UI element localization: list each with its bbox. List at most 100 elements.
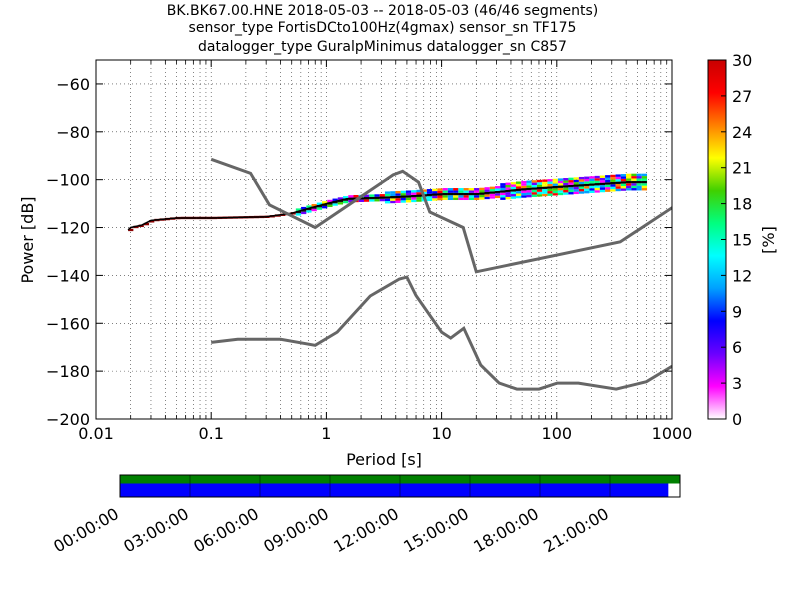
psd-cell	[578, 181, 585, 185]
psd-cell	[557, 190, 564, 193]
psd-cell	[358, 199, 364, 202]
psd-cell	[500, 187, 506, 191]
psd-cell	[369, 194, 375, 197]
colorbar-ticks: 0 3 6 9 12 15 18 21 24 27 30	[721, 51, 752, 429]
psd-cell	[641, 173, 648, 177]
psd-cell	[584, 181, 590, 184]
psd-cell	[426, 191, 433, 194]
psd-cell	[636, 176, 642, 179]
psd-cell	[468, 197, 475, 201]
psd-cell	[594, 190, 600, 193]
psd-cell	[584, 190, 590, 194]
psd-cell	[468, 195, 475, 198]
psd-cell	[599, 187, 606, 190]
psd-cell	[521, 195, 527, 198]
psd-cell	[542, 191, 548, 194]
psd-cell	[143, 222, 150, 226]
psd-cell	[584, 176, 590, 179]
psd-cell	[463, 197, 469, 201]
psd-cell	[515, 181, 522, 184]
psd-cell	[547, 181, 553, 184]
psd-cell	[531, 194, 537, 197]
psd-cell	[343, 196, 349, 199]
psd-cell	[484, 194, 490, 197]
psd-cell	[599, 175, 606, 178]
psd-cell	[411, 192, 417, 195]
psd-cell	[573, 191, 579, 195]
psd-cell	[563, 180, 569, 183]
psd-cell	[531, 184, 537, 188]
psd-cell	[578, 179, 585, 182]
psd-cell	[557, 183, 564, 186]
psd-cell	[442, 188, 448, 191]
x-tick-label: 1000	[652, 424, 693, 443]
psd-cell	[526, 185, 532, 188]
psd-cell	[584, 178, 590, 182]
psd-heatmap	[127, 173, 648, 232]
psd-cell	[515, 191, 522, 194]
psd-cell	[515, 193, 522, 196]
psd-cell	[615, 188, 621, 192]
psd-cell	[495, 193, 501, 196]
psd-cell	[369, 199, 375, 202]
psd-cell	[447, 190, 454, 193]
psd-cell	[301, 211, 307, 215]
psd-cell	[547, 183, 553, 187]
psd-cell	[437, 197, 443, 201]
psd-cell	[510, 191, 516, 195]
psd-cell	[479, 187, 485, 191]
psd-cell	[390, 198, 396, 201]
psd-cell	[605, 177, 611, 180]
y-axis-label: Power [dB]	[18, 196, 37, 283]
psd-cell	[521, 192, 527, 196]
psd-cell	[589, 188, 595, 191]
psd-cell	[547, 191, 553, 194]
psd-cell	[327, 199, 333, 203]
psd-cell	[322, 205, 328, 209]
psd-cell	[426, 189, 433, 192]
colorbar-tick-label: 18	[732, 195, 752, 214]
psd-cell	[384, 198, 391, 202]
psd-cell	[594, 175, 600, 179]
psd-cell	[536, 189, 543, 192]
psd-cell	[474, 195, 480, 198]
y-tick-label: −160	[46, 314, 90, 333]
psd-cell	[442, 197, 448, 201]
psd-cell	[337, 197, 344, 200]
psd-cell	[479, 190, 485, 193]
psd-cell	[573, 179, 579, 183]
psd-cell	[542, 189, 548, 192]
psd-cell	[421, 191, 427, 195]
psd-cell	[416, 196, 422, 200]
psd-cell	[557, 180, 564, 184]
psd-cell	[510, 184, 516, 187]
psd-cell	[589, 181, 595, 184]
psd-cell	[626, 176, 632, 179]
psd-cell	[620, 186, 627, 189]
y-tick-label: −180	[46, 362, 90, 381]
psd-cell	[557, 187, 564, 191]
psd-cell	[626, 178, 632, 181]
psd-cell	[463, 188, 469, 191]
psd-cell	[568, 189, 574, 193]
psd-cell	[489, 193, 496, 197]
psd-cell	[432, 188, 438, 192]
psd-cell	[563, 182, 569, 186]
psd-cell	[510, 194, 516, 197]
psd-cell	[641, 176, 648, 179]
title-line-3: datalogger_type GuralpMinimus datalogger…	[198, 39, 567, 55]
psd-cell	[526, 182, 532, 186]
psd-cell	[463, 190, 469, 193]
psd-cell	[552, 193, 558, 196]
psd-cell	[605, 179, 611, 183]
psd-cell	[505, 187, 511, 190]
psd-cell	[552, 190, 558, 194]
psd-cell	[363, 199, 370, 202]
timeline-tick-label: 03:00:00	[120, 504, 192, 556]
psd-cell	[500, 195, 506, 198]
psd-cell	[400, 193, 406, 196]
timeline-tick-label: 15:00:00	[400, 504, 472, 556]
psd-cell	[405, 197, 412, 201]
psd-cell	[536, 194, 543, 197]
psd-cell	[536, 182, 543, 185]
